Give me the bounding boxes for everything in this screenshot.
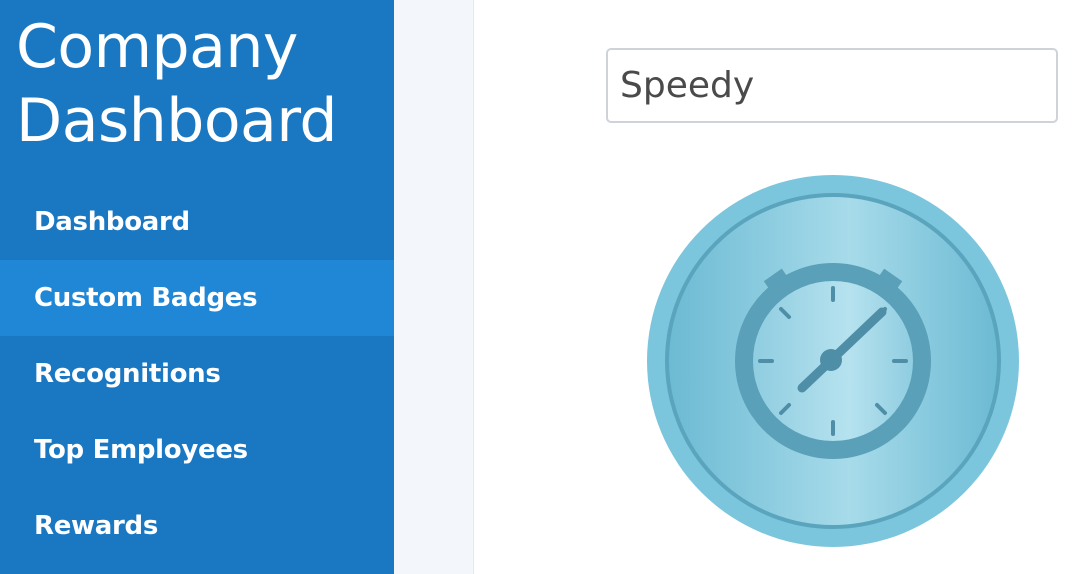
sidebar-item-label: Custom Badges [34,283,258,313]
sidebar: Company Dashboard Dashboard Custom Badge… [0,0,394,574]
stopwatch-icon [735,263,931,459]
sidebar-item-custom-badges[interactable]: Custom Badges [0,260,394,336]
sidebar-item-recognitions[interactable]: Recognitions [0,336,394,412]
sidebar-item-label: Dashboard [34,207,190,237]
sidebar-item-top-employees[interactable]: Top Employees [0,412,394,488]
sidebar-item-label: Recognitions [34,359,221,389]
sidebar-item-label: Top Employees [34,435,248,465]
sidebar-item-label: Rewards [34,511,159,541]
content-gutter [394,0,474,574]
sidebar-item-rewards[interactable]: Rewards [0,488,394,564]
sidebar-item-dashboard[interactable]: Dashboard [0,184,394,260]
brand-line-2: Dashboard [16,86,338,156]
sidebar-nav: Dashboard Custom Badges Recognitions Top… [0,184,394,564]
badge-editor [474,0,1082,574]
badge-preview [647,175,1019,547]
brand-title: Company Dashboard [0,0,394,184]
badge-name-input[interactable] [606,48,1058,123]
brand-line-1: Company [16,12,298,82]
